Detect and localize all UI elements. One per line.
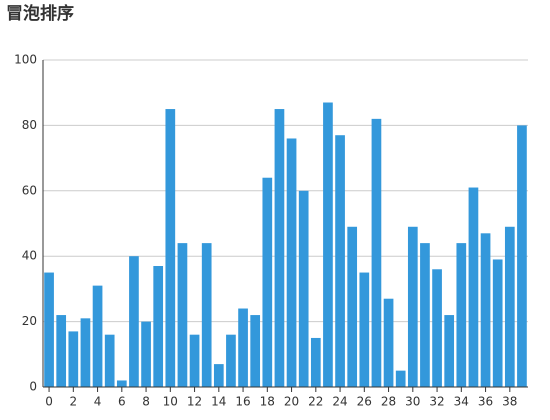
x-tick-label: 0 [45,395,53,409]
bar [68,331,79,387]
bar [444,315,455,387]
x-tick-label: 38 [502,395,517,409]
bar [383,298,394,387]
x-tick-label: 36 [478,395,493,409]
bar [44,272,54,387]
y-tick-label: 20 [22,314,37,328]
bar [310,337,321,387]
bar [226,334,236,387]
bar [141,321,151,387]
bar [456,243,467,387]
bar [201,243,212,387]
bar [262,177,273,387]
bar [80,318,91,387]
bar [468,187,479,387]
bar [517,125,527,388]
chart-title: 冒泡排序 [6,3,74,24]
x-tick-label: 18 [260,395,275,409]
x-tick-label: 4 [94,395,102,409]
bar [238,308,248,387]
x-tick-label: 26 [357,395,372,409]
bar [104,334,115,387]
bar [189,334,200,387]
y-tick-label: 100 [14,53,37,67]
bar [492,259,503,387]
x-tick-label: 16 [235,395,250,409]
x-tick-label: 12 [187,395,202,409]
y-tick-label: 40 [22,249,37,263]
x-tick-label: 6 [118,395,126,409]
bar [286,138,297,387]
bar [504,226,515,387]
bar [116,380,127,387]
bar [432,269,442,387]
x-tick-label: 2 [69,395,77,409]
bar [347,226,358,387]
bar [395,370,406,387]
bar [250,315,261,387]
bar [274,109,285,388]
x-tick-label: 30 [405,395,420,409]
x-tick-label: 10 [163,395,178,409]
x-tick-label: 22 [308,395,323,409]
x-tick-label: 14 [211,395,226,409]
y-tick-label: 0 [29,380,37,394]
bar [153,266,164,387]
y-tick-label: 60 [22,183,37,197]
x-tick-label: 34 [454,395,469,409]
bar [420,243,430,387]
bar [371,118,382,388]
bar [177,243,188,387]
bar [359,272,370,387]
bar [56,315,67,387]
bar [213,364,224,387]
bar [480,233,491,387]
bar [298,190,309,387]
bar [335,135,345,387]
x-tick-label: 32 [429,395,444,409]
bar [92,285,103,387]
x-tick-label: 24 [332,395,347,409]
bar [129,256,139,387]
bar [323,102,333,387]
y-tick-label: 80 [22,118,37,132]
x-tick-label: 28 [381,395,396,409]
bar [407,226,418,387]
bar [165,109,176,388]
x-tick-label: 20 [284,395,299,409]
x-tick-label: 8 [142,395,150,409]
